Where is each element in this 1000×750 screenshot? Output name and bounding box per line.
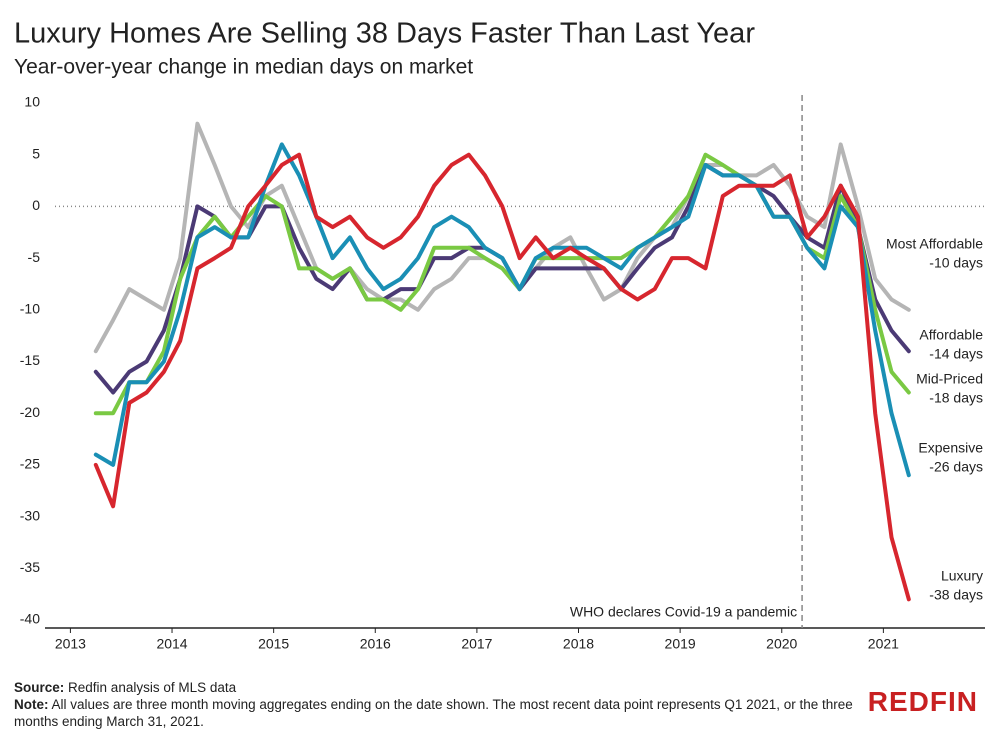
series-label: Most Affordable bbox=[886, 236, 983, 252]
series-end-label: -26 days bbox=[929, 459, 983, 475]
series-line bbox=[93, 152, 911, 602]
series-label: Expensive bbox=[918, 440, 983, 456]
y-tick-label: 10 bbox=[24, 94, 40, 110]
series-end-label: -18 days bbox=[929, 390, 983, 406]
series-end-label: -10 days bbox=[929, 255, 983, 271]
y-tick-label: -10 bbox=[20, 301, 40, 317]
series-label: Luxury bbox=[941, 568, 983, 584]
series-line bbox=[93, 152, 911, 416]
y-tick-label: -30 bbox=[20, 507, 40, 523]
y-tick-label: -40 bbox=[20, 611, 40, 627]
y-tick-label: 0 bbox=[32, 197, 40, 213]
y-tick-label: -25 bbox=[20, 456, 40, 472]
series-end-label: -14 days bbox=[929, 346, 983, 362]
series-label: Mid-Priced bbox=[916, 371, 983, 387]
x-tick-label: 2018 bbox=[563, 636, 594, 652]
y-tick-label: -5 bbox=[28, 249, 41, 265]
note-text: All values are three month moving aggreg… bbox=[14, 697, 853, 729]
x-tick-label: 2016 bbox=[360, 636, 391, 652]
event-label: WHO declares Covid-19 a pandemic bbox=[570, 604, 797, 620]
y-tick-label: 5 bbox=[32, 145, 40, 161]
logo: REDFIN bbox=[867, 686, 978, 717]
x-tick-label: 2017 bbox=[461, 636, 492, 652]
x-tick-label: 2013 bbox=[55, 636, 86, 652]
note-label: Note: bbox=[14, 697, 49, 712]
footnotes: Source: Redfin analysis of MLS data Note… bbox=[14, 679, 864, 730]
chart-subtitle: Year-over-year change in median days on … bbox=[14, 56, 473, 79]
series-line bbox=[93, 163, 911, 395]
chart-title: Luxury Homes Are Selling 38 Days Faster … bbox=[14, 18, 755, 50]
note: Note: All values are three month moving … bbox=[14, 696, 864, 730]
x-tick-label: 2020 bbox=[766, 636, 797, 652]
y-tick-label: -15 bbox=[20, 352, 40, 368]
y-tick-label: -20 bbox=[20, 404, 40, 420]
source-text: Redfin analysis of MLS data bbox=[68, 680, 237, 695]
x-tick-label: 2019 bbox=[665, 636, 696, 652]
series-line bbox=[93, 142, 911, 478]
series-line bbox=[93, 121, 911, 354]
series-end-label: -38 days bbox=[929, 587, 983, 603]
source: Source: Redfin analysis of MLS data bbox=[14, 679, 864, 696]
x-tick-label: 2015 bbox=[258, 636, 289, 652]
y-tick-label: -35 bbox=[20, 559, 40, 575]
source-label: Source: bbox=[14, 680, 65, 695]
x-tick-label: 2014 bbox=[156, 636, 187, 652]
x-tick-label: 2021 bbox=[868, 636, 899, 652]
series-label: Affordable bbox=[919, 327, 983, 343]
